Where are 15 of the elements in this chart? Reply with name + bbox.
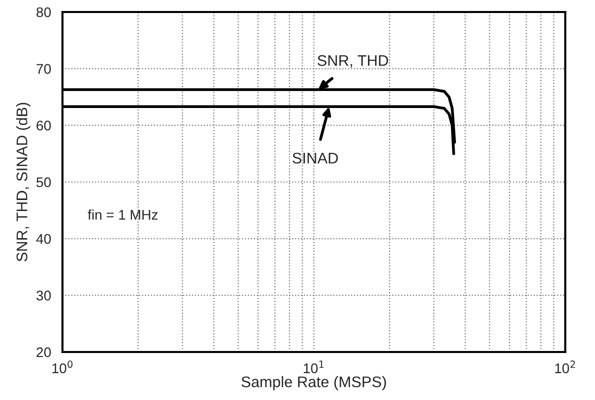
y-tick-label: 70 (36, 64, 51, 74)
y-tick-label: 30 (36, 290, 51, 301)
y-axis-title: SNR, THD, SINAD (dB) (16, 102, 30, 262)
x-tick-label: 10$^{1}$ (304, 360, 324, 374)
y-tick-label: 60 (36, 120, 51, 131)
x-tick-label: 10$^{2}$ (555, 360, 575, 374)
y-tick-label: 40 (36, 234, 51, 244)
x-tick-label: 10$^{0}$ (52, 360, 72, 374)
x-axis-title: Sample Rate (MSPS) (242, 376, 386, 390)
y-tick-label: 20 (36, 347, 51, 358)
annotation: fin = 1 MHz (88, 210, 158, 220)
annotation: SNR, THD (318, 55, 388, 68)
y-tick-label: 80 (36, 7, 51, 18)
annotation: SINAD (292, 152, 338, 164)
y-tick-label: 50 (36, 177, 51, 188)
